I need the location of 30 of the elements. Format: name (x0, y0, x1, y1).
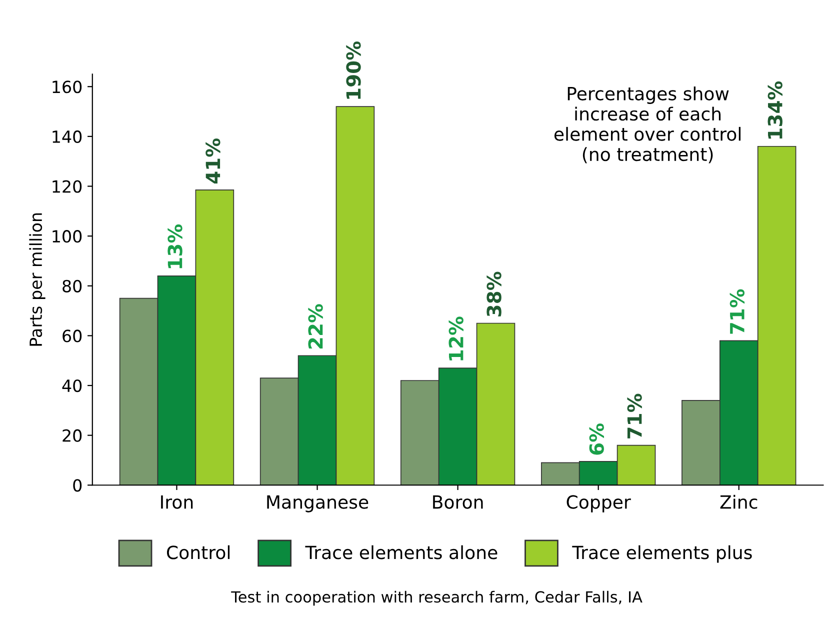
y-tick-label: 140 (52, 130, 82, 143)
x-tick-label: Copper (566, 495, 631, 512)
annotation: 190% (346, 42, 361, 99)
y-tick-label: 100 (52, 230, 82, 243)
annotation: 22% (308, 304, 323, 349)
annotation: 6% (589, 424, 604, 455)
annotation: 41% (206, 138, 220, 184)
y-tick-label: 120 (52, 180, 82, 193)
text: Test in cooperation with research farm, Cedar Falls, IA (231, 590, 642, 606)
y-tick-label: 160 (52, 80, 82, 94)
annotation: 134% (768, 81, 782, 139)
y-tick-label: 40 (62, 379, 82, 392)
y-tick-label: 20 (62, 429, 82, 442)
y-tick-label: 60 (62, 330, 82, 342)
legend-label: Control (166, 545, 230, 560)
x-tick-label: Manganese (267, 495, 368, 512)
annotation: 71% (730, 289, 745, 334)
annotation: 38% (486, 272, 502, 316)
annotation: 13% (168, 224, 182, 268)
y-tick-label: 80 (62, 280, 82, 292)
x-tick-label: Boron (433, 495, 483, 509)
legend-label: Trace elements plus (572, 545, 752, 563)
x-tick-label: Iron (161, 495, 193, 509)
annotation: 71% (627, 394, 642, 438)
legend-label: Trace elements alone (305, 545, 498, 560)
annotation: 12% (448, 316, 464, 360)
y-axis-title: Parts per million (29, 213, 46, 346)
annotation: Percentages show increase of each element over control (no treatment) (554, 86, 740, 164)
x-tick-label: Zinc (720, 494, 758, 509)
y-tick-label: 0 (73, 479, 82, 492)
